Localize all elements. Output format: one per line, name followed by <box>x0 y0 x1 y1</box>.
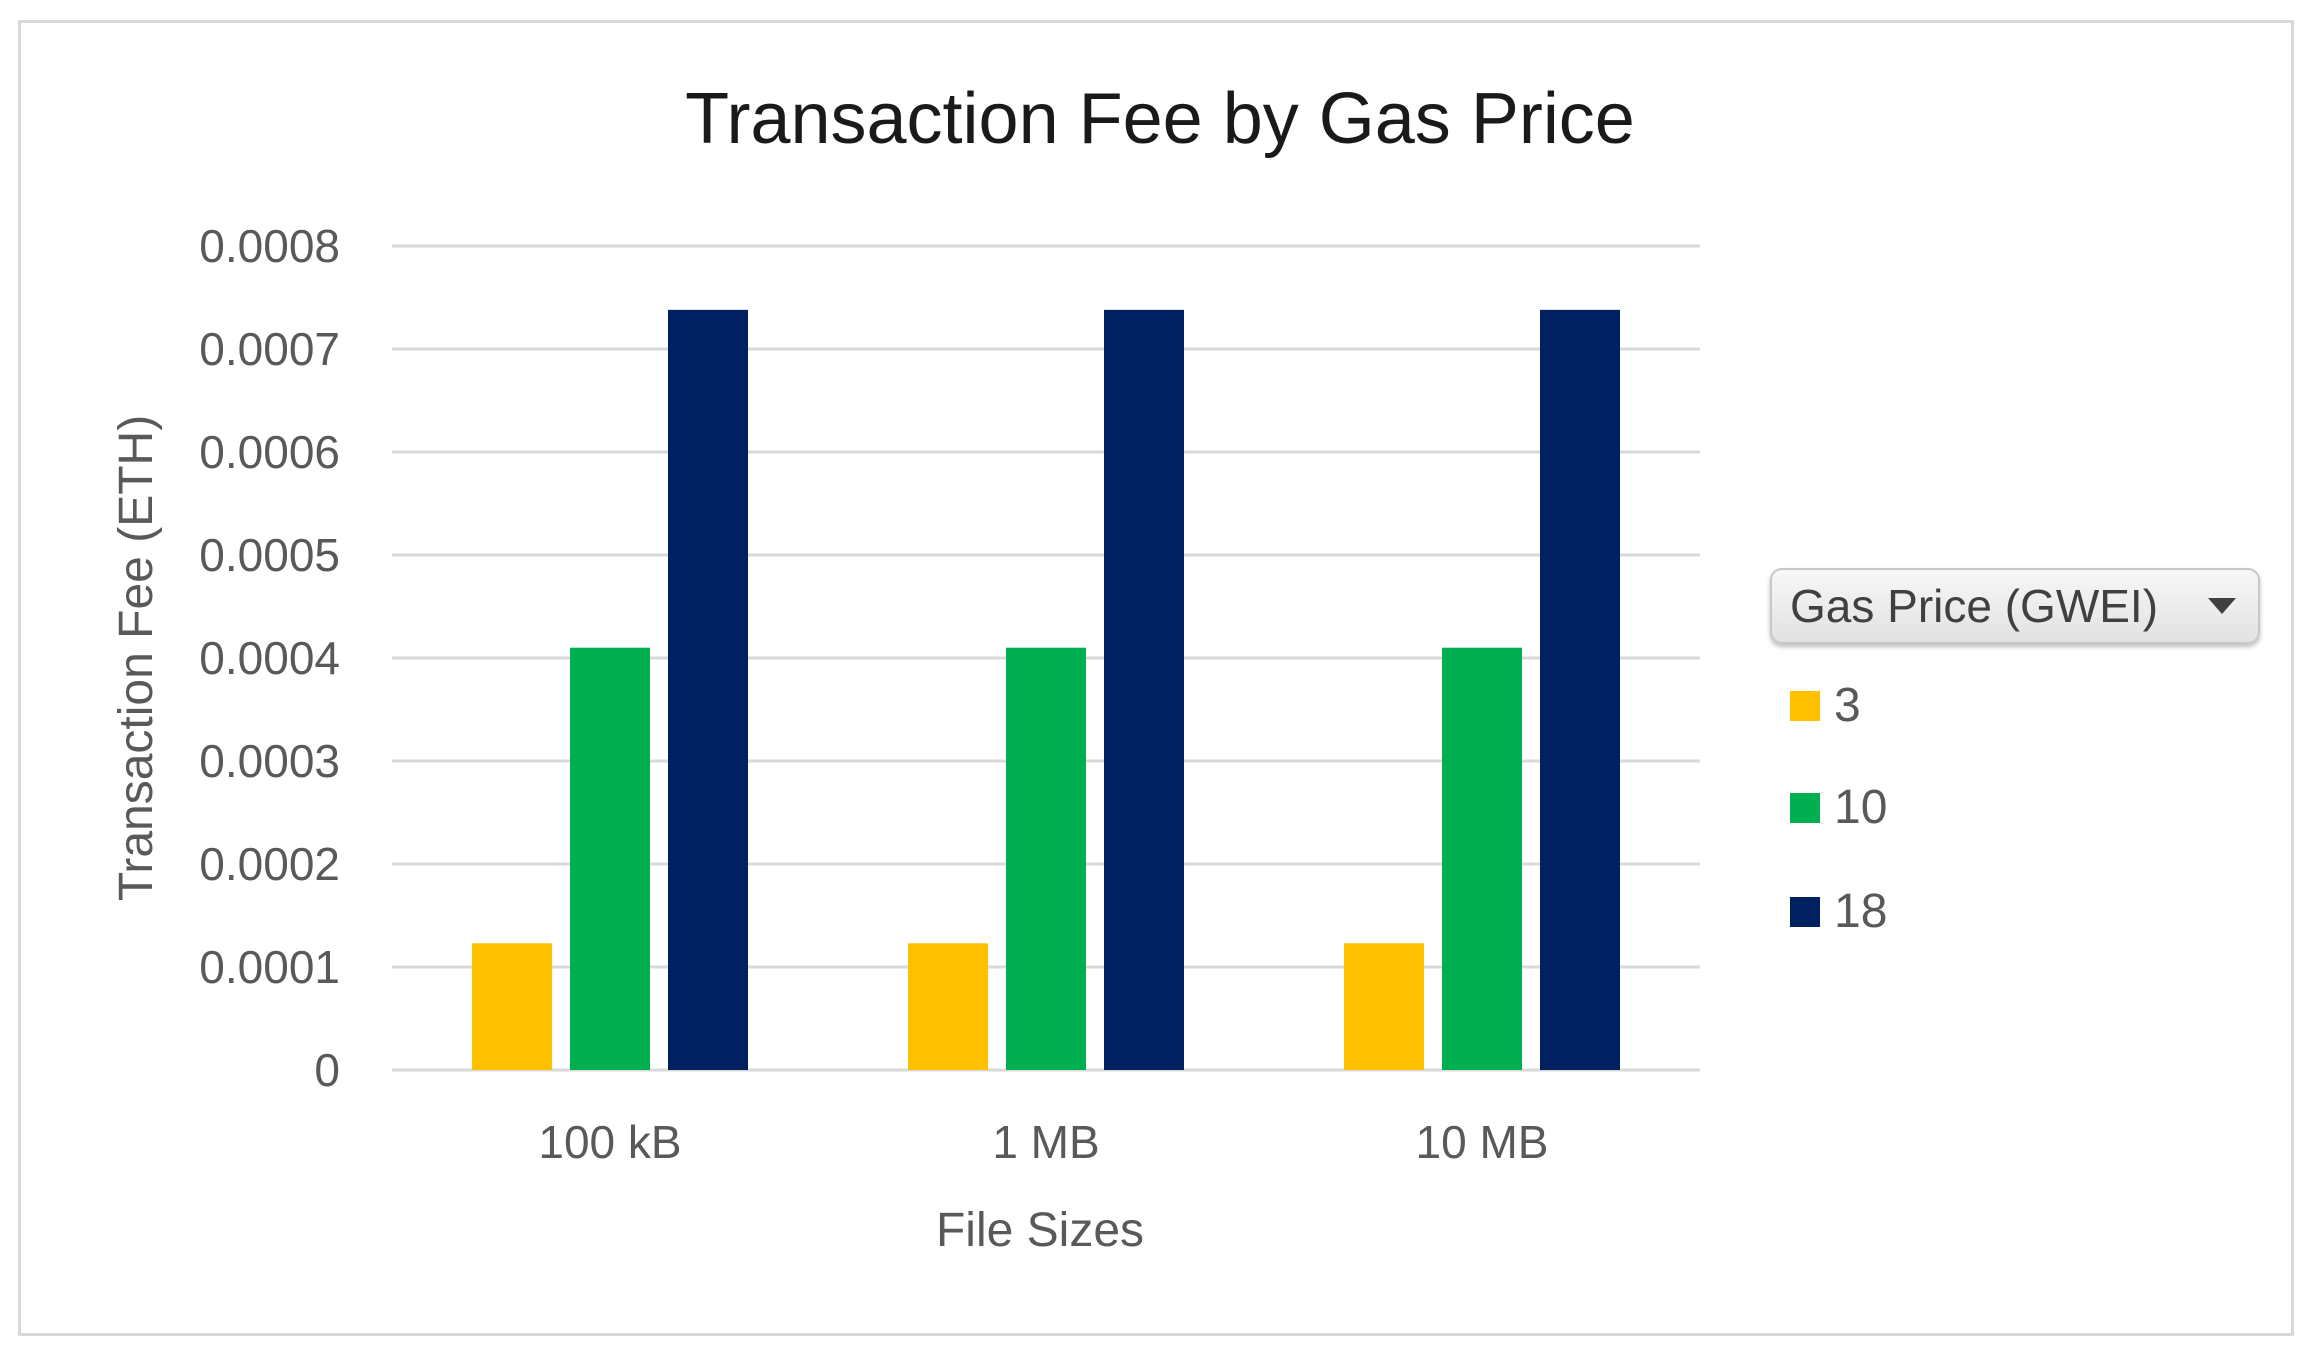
legend-swatch <box>1790 792 1820 823</box>
dropdown-caret-icon <box>2208 598 2236 614</box>
y-axis-label: Transaction Fee (ETH) <box>110 415 163 901</box>
legend-swatch <box>1790 896 1820 927</box>
bars <box>472 309 1620 1070</box>
y-tick-label: 0.0005 <box>199 529 340 581</box>
y-tick-label: 0.0003 <box>199 735 340 787</box>
legend-filter-button[interactable]: Gas Price (GWEI) <box>1770 568 2260 644</box>
bar-10-10-MB <box>1442 647 1522 1070</box>
y-tick-label: 0.0002 <box>199 838 340 890</box>
legend-item: 3 <box>1790 678 1861 733</box>
bar-18-100-kB <box>668 309 748 1070</box>
legend-item: 18 <box>1790 884 1887 939</box>
bar-3-10-MB <box>1344 943 1424 1070</box>
x-tick-label: 1 MB <box>992 1116 1099 1168</box>
legend-label: 3 <box>1834 679 1861 732</box>
y-tick-label: 0 <box>314 1044 340 1096</box>
bar-10-1-MB <box>1006 647 1086 1070</box>
bar-3-1-MB <box>908 943 988 1070</box>
y-tick-label: 0.0001 <box>199 941 340 993</box>
bar-3-100-kB <box>472 943 552 1070</box>
x-tick-label: 10 MB <box>1416 1116 1549 1168</box>
legend-title: Gas Price (GWEI) <box>1790 580 2159 632</box>
bar-18-10-MB <box>1540 309 1620 1070</box>
legend-label: 10 <box>1834 781 1888 834</box>
bar-18-1-MB <box>1104 309 1184 1070</box>
x-tick-label: 100 kB <box>538 1116 681 1168</box>
legend-item: 10 <box>1790 780 1887 835</box>
y-tick-label: 0.0004 <box>199 632 340 684</box>
legend-label: 18 <box>1834 885 1888 938</box>
x-axis-label: File Sizes <box>936 1204 1144 1257</box>
y-tick-label: 0.0006 <box>199 426 340 478</box>
x-axis-ticks: 100 kB 1 MB 10 MB <box>538 1116 1548 1168</box>
chart-title: Transaction Fee by Gas Price <box>685 79 1635 159</box>
legend-swatch <box>1790 690 1820 721</box>
y-axis-ticks: 0 0.0001 0.0002 0.0003 0.0004 0.0005 0.0006 0.0… <box>199 220 340 1096</box>
bar-10-100-kB <box>570 647 650 1070</box>
y-tick-label: 0.0007 <box>199 323 340 375</box>
y-tick-label: 0.0008 <box>199 220 340 272</box>
